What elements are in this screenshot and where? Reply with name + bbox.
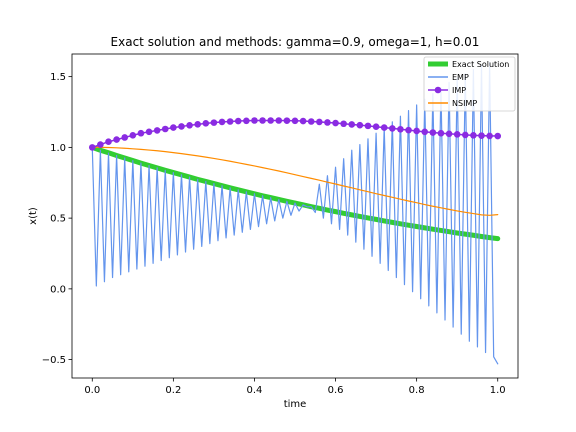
data-point-imp — [283, 117, 291, 124]
data-point-imp — [97, 141, 104, 148]
x-tick-label: 0.8 — [409, 385, 425, 396]
series-line-nsimp — [91, 146, 499, 216]
data-point-imp — [194, 121, 201, 128]
y-tick-label: 0.5 — [50, 214, 66, 225]
x-tick-label: 0.2 — [165, 385, 181, 396]
data-point-imp — [153, 127, 161, 134]
data-point-imp — [105, 138, 112, 146]
legend-box — [423, 56, 516, 112]
data-point-imp — [218, 118, 226, 126]
data-point-imp — [348, 121, 356, 128]
data-point-imp — [445, 130, 453, 138]
legend-label-exact-solution: Exact Solution — [452, 60, 509, 69]
data-point-imp — [324, 119, 331, 126]
data-point-imp — [170, 124, 177, 131]
data-point-imp — [405, 126, 412, 134]
x-tick-label: 0.4 — [247, 385, 263, 396]
data-point-imp — [121, 134, 129, 141]
y-tick-label: 0.0 — [50, 284, 66, 295]
data-point-imp — [397, 125, 404, 133]
data-point-imp — [380, 124, 388, 131]
data-point-imp — [137, 129, 145, 137]
legend-marker-imp — [434, 86, 442, 94]
data-point-imp — [486, 132, 493, 140]
data-point-imp — [372, 123, 380, 131]
chart-title: Exact solution and methods: gamma=0.9, o… — [111, 35, 480, 49]
data-point-imp — [113, 136, 120, 143]
x-axis-title: time — [284, 399, 307, 410]
x-tick-label: 0.6 — [328, 385, 344, 396]
data-point-imp — [186, 122, 193, 129]
data-point-imp — [332, 119, 339, 127]
y-axis-title: x(t) — [28, 207, 39, 225]
data-point-imp — [226, 118, 234, 125]
x-tick-label: 0.0 — [84, 385, 100, 396]
data-point-imp — [356, 121, 364, 129]
data-point-imp — [389, 125, 396, 132]
data-point-imp — [145, 128, 153, 136]
data-point-imp — [421, 128, 429, 136]
data-point-imp — [364, 122, 372, 130]
data-point-imp — [461, 131, 469, 139]
x-tick-label: 1.0 — [490, 385, 506, 396]
data-point-imp — [340, 120, 347, 128]
data-point-imp — [210, 119, 218, 126]
y-axis: −0.5 0.0 0.5 1.0 1.5 — [42, 72, 72, 366]
data-point-imp — [429, 129, 437, 136]
data-point-imp — [291, 117, 299, 125]
data-point-imp — [251, 117, 258, 124]
legend-label-imp: IMP — [452, 86, 466, 95]
data-point-imp — [178, 123, 185, 130]
data-point-imp — [494, 132, 502, 140]
x-axis: 0.0 0.2 0.4 0.6 0.8 1.0 — [84, 378, 506, 396]
data-point-imp — [478, 132, 485, 139]
data-point-imp — [202, 120, 210, 127]
data-point-imp — [161, 125, 169, 133]
series-layer — [88, 61, 502, 365]
series-nsimp — [91, 146, 499, 216]
legend-label-nsimp: NSIMP — [452, 99, 477, 108]
data-point-imp — [307, 118, 315, 125]
data-point-imp — [470, 132, 477, 139]
y-tick-label: −0.5 — [42, 355, 66, 366]
data-point-imp — [453, 131, 461, 138]
series-emp — [91, 61, 499, 365]
data-point-imp — [234, 117, 242, 125]
series-imp — [88, 117, 502, 151]
axes-frame — [71, 53, 519, 379]
data-point-imp — [275, 117, 283, 124]
series-line-emp — [91, 61, 499, 365]
data-point-imp — [129, 132, 137, 139]
data-point-imp — [316, 118, 323, 126]
data-point-imp — [299, 117, 307, 125]
data-point-imp — [88, 144, 96, 151]
data-point-imp — [267, 117, 274, 124]
data-point-imp — [243, 117, 250, 125]
y-tick-label: 1.0 — [50, 143, 66, 154]
data-point-imp — [437, 129, 445, 137]
data-point-imp — [259, 117, 266, 124]
legend-label-emp: EMP — [452, 73, 469, 82]
legend: Exact Solution EMP IMP NSIMP — [423, 56, 516, 112]
data-point-imp — [413, 127, 420, 135]
y-tick-label: 1.5 — [50, 72, 66, 83]
